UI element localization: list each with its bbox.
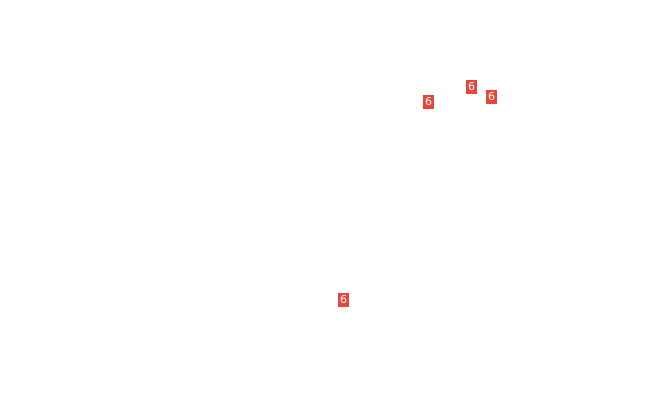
route-shield-6[interactable]: 6	[338, 293, 349, 307]
route-shield-6[interactable]: 6	[486, 90, 497, 104]
route-shield-6[interactable]: 6	[466, 80, 477, 94]
route-shield-6[interactable]: 6	[423, 95, 434, 109]
